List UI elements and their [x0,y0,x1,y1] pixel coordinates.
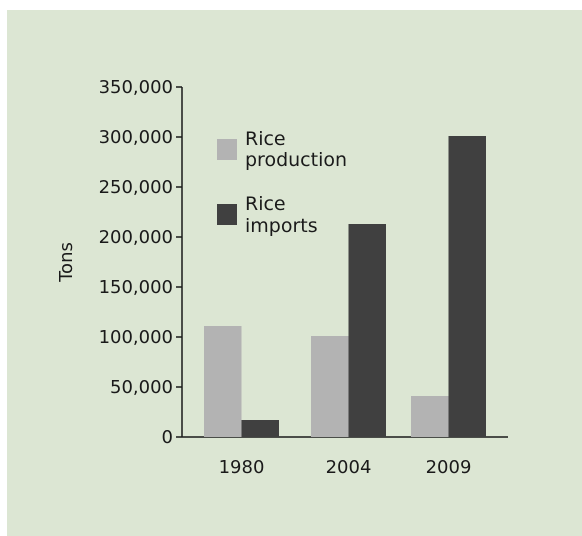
chart-background-panel [7,10,582,536]
legend-swatch-rice-production [217,139,237,160]
bar-rice-imports-2009 [448,136,486,437]
y-axis: 0 50,000 100,000 150,000 200,000 250,000 300,0… [99,77,183,448]
bar-rice-imports-1980 [241,420,279,437]
y-tick-label: 350,000 [99,77,173,98]
y-tick-label: 150,000 [99,277,173,298]
bars [204,136,486,437]
legend-swatch-rice-imports [217,204,237,225]
x-tick-label: 2004 [326,457,372,478]
x-axis: 1980 2004 2009 [182,436,508,478]
y-tick-label: 50,000 [110,377,173,398]
x-tick-label: 2009 [426,457,472,478]
legend-label: Rice [245,128,286,150]
bar-rice-production-2004 [311,336,349,437]
legend-label: imports [245,215,318,237]
x-tick-label: 1980 [219,457,265,478]
bar-rice-production-2009 [411,396,449,437]
y-axis-title: Tons [56,242,77,283]
legend-label: production [245,149,347,171]
legend-label: Rice [245,193,286,215]
bar-rice-production-1980 [204,326,242,437]
y-tick-label: 0 [162,427,173,448]
y-tick-label: 300,000 [99,127,173,148]
y-tick-label: 200,000 [99,227,173,248]
bar-rice-imports-2004 [348,224,386,437]
y-tick-label: 100,000 [99,327,173,348]
y-tick-label: 250,000 [99,177,173,198]
